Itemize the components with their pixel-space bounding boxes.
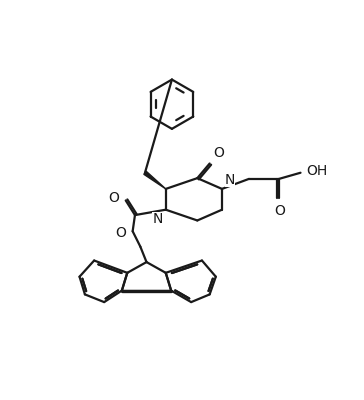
Text: O: O — [214, 146, 224, 160]
Text: O: O — [116, 226, 127, 240]
Text: N: N — [152, 212, 163, 226]
Text: O: O — [109, 191, 119, 205]
Text: O: O — [274, 204, 285, 218]
Text: N: N — [225, 173, 236, 186]
Text: OH: OH — [307, 164, 328, 178]
Polygon shape — [144, 171, 166, 189]
